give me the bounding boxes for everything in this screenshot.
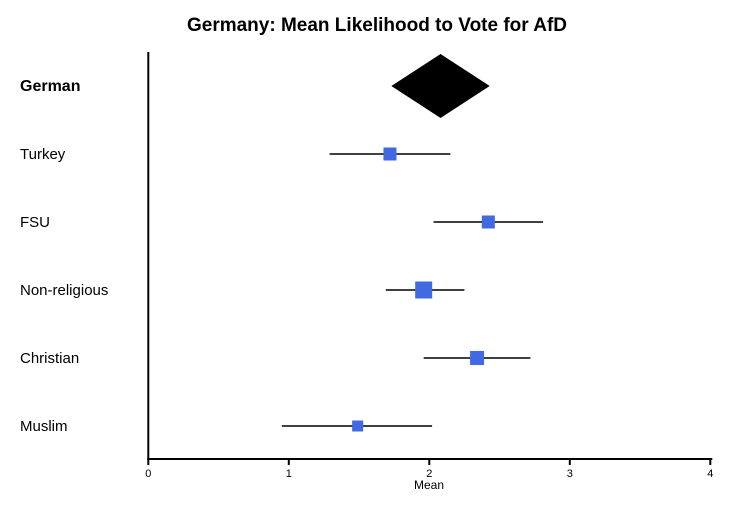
category-label: German (20, 78, 80, 95)
category-label: Turkey (20, 146, 66, 163)
category-label: FSU (20, 214, 50, 231)
x-tick-label: 3 (567, 468, 573, 480)
chart-title: Germany: Mean Likelihood to Vote for AfD (186, 15, 568, 36)
mean-marker (481, 215, 495, 229)
x-axis-label: Mean (414, 478, 444, 492)
labels-layer: German Turkey FSU Non-religious Christian Mus… (20, 78, 108, 435)
axes-layer: 0 1 2 3 4 (145, 52, 713, 480)
mean-marker (415, 281, 433, 299)
category-label: Christian (20, 350, 79, 367)
summary-diamond (391, 54, 490, 118)
mean-marker (470, 351, 485, 365)
x-tick-label: 1 (286, 468, 292, 480)
category-label: Non-religious (20, 282, 108, 299)
mean-marker (383, 147, 397, 161)
data-layer (281, 54, 544, 432)
x-tick-label: 2 (426, 468, 432, 480)
x-tick-label: 4 (707, 468, 713, 480)
category-label: Muslim (20, 418, 68, 435)
mean-marker (352, 420, 364, 432)
x-tick-label: 0 (145, 468, 151, 480)
